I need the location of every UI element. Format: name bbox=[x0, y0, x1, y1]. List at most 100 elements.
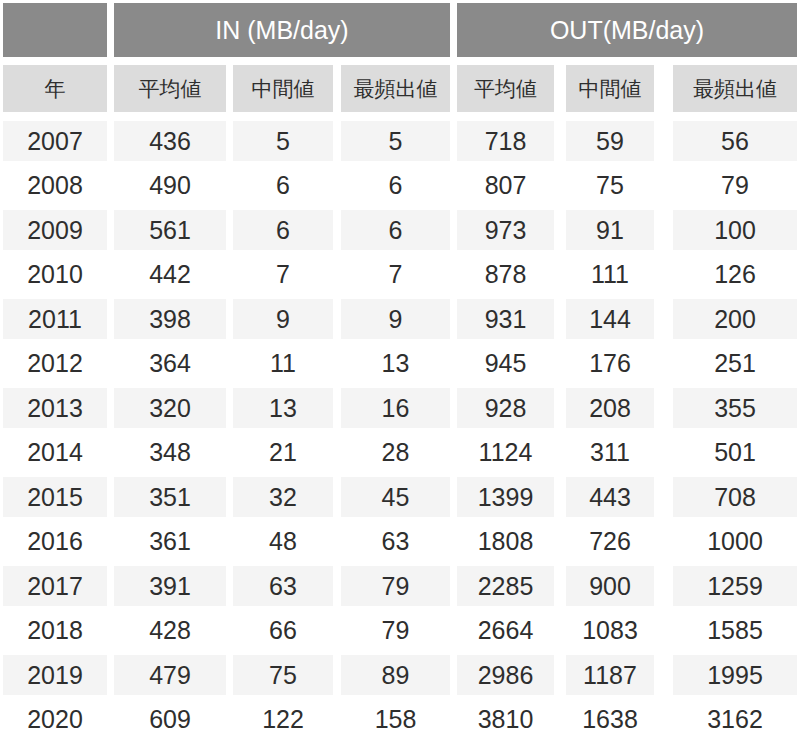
table-row-2008: 2008490668077579 bbox=[3, 166, 800, 206]
value-cell: 708 bbox=[673, 477, 797, 517]
value-cell: 100 bbox=[673, 210, 797, 250]
year-cell: 2017 bbox=[3, 566, 107, 606]
table-row-2011: 201139899931144200 bbox=[3, 299, 800, 339]
value-cell: 21 bbox=[233, 433, 333, 473]
value-cell: 79 bbox=[341, 566, 450, 606]
value-cell: 79 bbox=[341, 611, 450, 651]
value-cell: 13 bbox=[233, 388, 333, 428]
value-cell: 320 bbox=[114, 388, 226, 428]
value-cell: 126 bbox=[673, 255, 797, 295]
column-header-6: 最頻出値 bbox=[673, 65, 797, 112]
value-cell: 1000 bbox=[673, 522, 797, 562]
group-header-row: IN (MB/day) OUT(MB/day) bbox=[3, 3, 800, 57]
value-cell: 718 bbox=[457, 121, 554, 161]
table-row-2016: 2016361486318087261000 bbox=[3, 522, 800, 562]
table-body: 2007436557185956200849066807757920095616… bbox=[3, 121, 800, 740]
value-cell: 1808 bbox=[457, 522, 554, 562]
value-cell: 122 bbox=[233, 700, 333, 740]
table-row-2019: 20194797589298611871995 bbox=[3, 655, 800, 695]
value-cell: 6 bbox=[341, 166, 450, 206]
year-cell: 2020 bbox=[3, 700, 107, 740]
column-header-3: 最頻出値 bbox=[341, 65, 450, 112]
value-cell: 251 bbox=[673, 344, 797, 384]
value-cell: 144 bbox=[566, 299, 654, 339]
value-cell: 32 bbox=[233, 477, 333, 517]
value-cell: 807 bbox=[457, 166, 554, 206]
group-header-blank-cell bbox=[3, 3, 107, 57]
value-cell: 13 bbox=[341, 344, 450, 384]
value-cell: 1399 bbox=[457, 477, 554, 517]
table-row-2015: 201535132451399443708 bbox=[3, 477, 800, 517]
value-cell: 351 bbox=[114, 477, 226, 517]
value-cell: 442 bbox=[114, 255, 226, 295]
column-header-5: 中間値 bbox=[566, 65, 654, 112]
value-cell: 364 bbox=[114, 344, 226, 384]
value-cell: 355 bbox=[673, 388, 797, 428]
year-cell: 2018 bbox=[3, 611, 107, 651]
value-cell: 490 bbox=[114, 166, 226, 206]
year-cell: 2007 bbox=[3, 121, 107, 161]
value-cell: 501 bbox=[673, 433, 797, 473]
year-cell: 2010 bbox=[3, 255, 107, 295]
year-cell: 2013 bbox=[3, 388, 107, 428]
value-cell: 45 bbox=[341, 477, 450, 517]
value-cell: 1083 bbox=[566, 611, 654, 651]
table-row-2007: 2007436557185956 bbox=[3, 121, 800, 161]
value-cell: 6 bbox=[341, 210, 450, 250]
value-cell: 2664 bbox=[457, 611, 554, 651]
value-cell: 208 bbox=[566, 388, 654, 428]
value-cell: 63 bbox=[233, 566, 333, 606]
table-row-2020: 2020609122158381016383162 bbox=[3, 700, 800, 740]
value-cell: 5 bbox=[341, 121, 450, 161]
value-cell: 1187 bbox=[566, 655, 654, 695]
value-cell: 5 bbox=[233, 121, 333, 161]
value-cell: 66 bbox=[233, 611, 333, 651]
value-cell: 1259 bbox=[673, 566, 797, 606]
value-cell: 1124 bbox=[457, 433, 554, 473]
column-header-row: 年平均値中間値最頻出値平均値中間値最頻出値 bbox=[3, 65, 800, 112]
value-cell: 931 bbox=[457, 299, 554, 339]
table-row-2017: 201739163792285 900 1259 bbox=[3, 566, 800, 606]
year-cell: 2019 bbox=[3, 655, 107, 695]
value-cell: 89 bbox=[341, 655, 450, 695]
value-cell: 9 bbox=[233, 299, 333, 339]
value-cell: 91 bbox=[566, 210, 654, 250]
value-cell: 361 bbox=[114, 522, 226, 562]
table-row-2018: 201842866792664 1083 1585 bbox=[3, 611, 800, 651]
table-row-2013: 20133201316928 208 355 bbox=[3, 388, 800, 428]
value-cell: 59 bbox=[566, 121, 654, 161]
value-cell: 48 bbox=[233, 522, 333, 562]
value-cell: 479 bbox=[114, 655, 226, 695]
table-row-2014: 201434821281124311501 bbox=[3, 433, 800, 473]
column-header-1: 平均値 bbox=[114, 65, 226, 112]
value-cell: 1585 bbox=[673, 611, 797, 651]
page: IN (MB/day) OUT(MB/day) 年平均値中間値最頻出値平均値中間… bbox=[0, 0, 800, 743]
value-cell: 16 bbox=[341, 388, 450, 428]
value-cell: 75 bbox=[566, 166, 654, 206]
year-cell: 2016 bbox=[3, 522, 107, 562]
value-cell: 3810 bbox=[457, 700, 554, 740]
traffic-stats-table: IN (MB/day) OUT(MB/day) 年平均値中間値最頻出値平均値中間… bbox=[3, 3, 800, 740]
value-cell: 176 bbox=[566, 344, 654, 384]
value-cell: 1638 bbox=[566, 700, 654, 740]
value-cell: 900 bbox=[566, 566, 654, 606]
value-cell: 391 bbox=[114, 566, 226, 606]
value-cell: 428 bbox=[114, 611, 226, 651]
value-cell: 436 bbox=[114, 121, 226, 161]
value-cell: 6 bbox=[233, 166, 333, 206]
column-header-0: 年 bbox=[3, 65, 107, 112]
value-cell: 7 bbox=[233, 255, 333, 295]
value-cell: 928 bbox=[457, 388, 554, 428]
year-cell: 2012 bbox=[3, 344, 107, 384]
value-cell: 609 bbox=[114, 700, 226, 740]
value-cell: 56 bbox=[673, 121, 797, 161]
value-cell: 348 bbox=[114, 433, 226, 473]
value-cell: 398 bbox=[114, 299, 226, 339]
value-cell: 111 bbox=[566, 255, 654, 295]
value-cell: 2285 bbox=[457, 566, 554, 606]
value-cell: 2986 bbox=[457, 655, 554, 695]
value-cell: 158 bbox=[341, 700, 450, 740]
group-header-in-cell: IN (MB/day) bbox=[114, 3, 450, 57]
value-cell: 311 bbox=[566, 433, 654, 473]
year-cell: 2011 bbox=[3, 299, 107, 339]
